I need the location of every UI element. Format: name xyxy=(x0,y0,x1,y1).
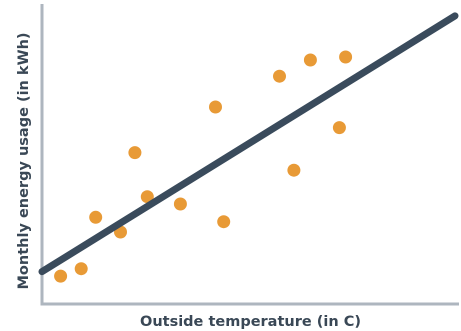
data-point-5 xyxy=(128,146,142,160)
data-point-3 xyxy=(89,210,103,224)
data-point-9 xyxy=(217,215,231,229)
data-point-10 xyxy=(273,69,286,83)
data-point-7 xyxy=(173,197,187,211)
points-layer xyxy=(54,50,353,283)
x-axis-label: Outside temperature (in C) xyxy=(140,314,361,330)
y-axis-label: Monthly energy usage (in kWh) xyxy=(16,32,32,289)
data-point-12 xyxy=(303,53,317,67)
data-point-6 xyxy=(140,190,154,204)
data-point-8 xyxy=(209,100,222,114)
data-point-14 xyxy=(339,50,353,64)
data-point-2 xyxy=(74,262,88,276)
data-point-1 xyxy=(54,269,68,283)
trendline xyxy=(38,12,459,276)
data-point-13 xyxy=(332,121,346,135)
data-point-11 xyxy=(287,163,301,177)
